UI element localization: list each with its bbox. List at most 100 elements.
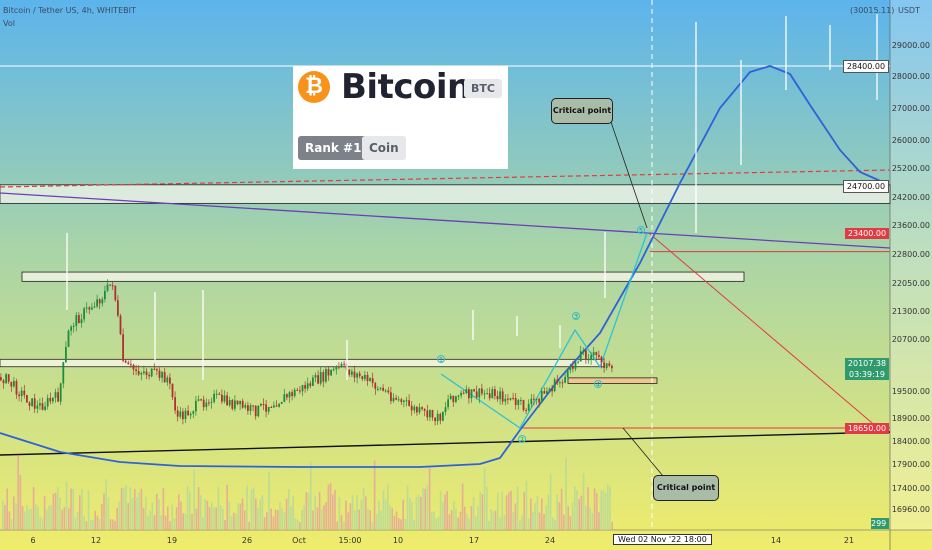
volume-bar (602, 489, 605, 530)
candle-body (41, 403, 44, 410)
callout-connector-bottom (622, 427, 664, 477)
volume-bar (426, 484, 429, 530)
volume-bar (351, 495, 354, 530)
volume-bar (459, 511, 462, 530)
volume-bar (270, 508, 272, 530)
volume-bar (301, 509, 303, 530)
volume-bar (565, 457, 567, 530)
volume-bar (21, 506, 24, 530)
candle-body (395, 397, 397, 400)
volume-bar (580, 495, 583, 530)
volume-bar (138, 492, 140, 530)
candle-body (7, 374, 10, 382)
resistance-zone-middle (21, 271, 745, 282)
candle-body (496, 396, 499, 400)
bitcoin-logo-icon: ₿ (298, 71, 330, 103)
candle-body (150, 368, 153, 377)
candle-body (444, 407, 447, 412)
candle-body (293, 389, 296, 396)
volume-bar (453, 500, 455, 530)
volume-bar (105, 479, 107, 530)
volume-bar (523, 491, 525, 530)
volume-bar (409, 498, 411, 530)
volume-bar (433, 511, 435, 530)
candle-body (605, 363, 608, 368)
volume-bar (246, 485, 248, 530)
candle-body (286, 394, 288, 398)
volume-bar (468, 518, 470, 530)
candle-body (564, 377, 566, 383)
volume-bar (17, 456, 19, 530)
volume-bar (39, 516, 41, 530)
candle-body (234, 400, 236, 409)
y-tick-label: 22050.00 (891, 279, 930, 288)
volume-bar (250, 489, 253, 530)
volume-bar (334, 490, 336, 530)
volume-bar (173, 518, 176, 530)
candle-body (254, 405, 257, 417)
volume-bar (349, 503, 352, 530)
volume-bar (204, 498, 206, 530)
candle-body (88, 307, 91, 310)
candle-body (327, 369, 330, 376)
volume-bar (263, 517, 266, 530)
critical-point-callout-top: Critical point (551, 98, 613, 124)
candle-body (171, 383, 174, 398)
candle-body (62, 362, 65, 384)
volume-bar (389, 505, 391, 530)
volume-bar (191, 514, 193, 530)
volume-bar (395, 511, 398, 530)
candle-body (525, 410, 527, 411)
volume-bar (193, 469, 195, 530)
volume-bar (83, 515, 85, 530)
volume-bar (195, 508, 198, 530)
candle-body (335, 366, 338, 370)
candle-body (470, 389, 473, 399)
candle-body (83, 308, 85, 320)
volume-bar (248, 521, 250, 530)
volume-bar (261, 495, 264, 530)
candle-body (577, 361, 579, 363)
candle-body (343, 363, 345, 365)
candle-body (387, 390, 390, 393)
candle-body (517, 400, 520, 405)
candle-body (491, 389, 494, 399)
volume-bar (136, 497, 138, 530)
candle-body (356, 373, 358, 378)
volume-bar (208, 507, 211, 530)
volume-bar (98, 518, 101, 530)
candle-body (504, 398, 507, 402)
volume-bar (481, 494, 484, 530)
volume-bar (477, 506, 479, 530)
volume-bar (479, 491, 481, 530)
candle-body (553, 379, 556, 392)
candle-body (486, 393, 488, 395)
volume-bar (92, 519, 94, 530)
candle-body (421, 407, 423, 409)
candle-body (218, 393, 221, 395)
volume-bar (325, 502, 327, 530)
candle-body (75, 315, 78, 326)
volume-bar (90, 520, 92, 530)
price-tag-24700: 24700.00 (843, 180, 889, 193)
candle-body (431, 410, 434, 418)
volume-bar (206, 500, 209, 530)
volume-bar (527, 518, 530, 530)
volume-bar (2, 500, 4, 530)
candle-body (59, 383, 62, 402)
y-tick-label: 27000.00 (891, 104, 930, 113)
volume-bar (235, 513, 237, 530)
volume-bar (604, 492, 607, 530)
volume-bar (554, 519, 556, 530)
candle-body (527, 404, 530, 411)
candle-body (91, 307, 93, 310)
volume-bar (189, 491, 191, 530)
volume-bar (316, 507, 319, 530)
volume-bar (336, 521, 338, 530)
volume-bar (312, 510, 314, 530)
volume-bar (52, 493, 55, 530)
volume-bar (400, 519, 402, 530)
volume-bar (547, 494, 550, 530)
volume-bar (347, 512, 349, 530)
y-tick-label: 25200.00 (891, 164, 930, 173)
